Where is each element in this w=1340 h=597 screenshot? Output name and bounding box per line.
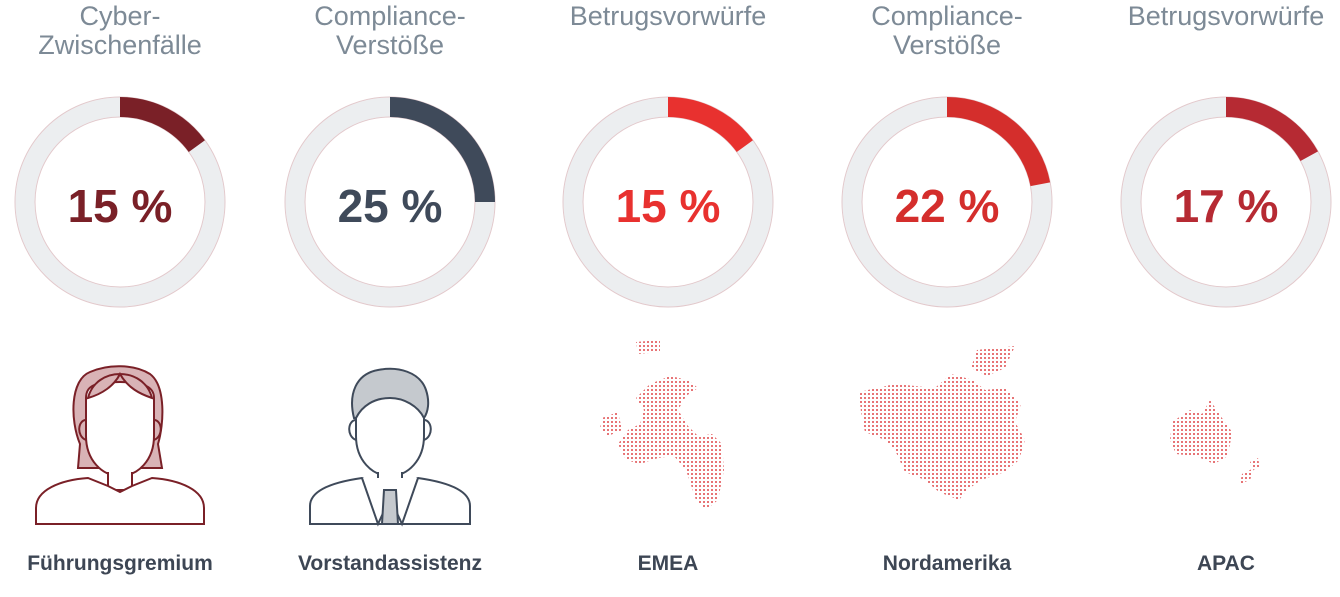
male-assistant-icon (309, 367, 471, 527)
north-america-dot-map (859, 346, 1025, 500)
card-label: APAC (1197, 552, 1255, 575)
percent-value: 17 % (1173, 180, 1279, 232)
ring-value-arc (1225, 97, 1319, 162)
percent-value: 25 % (337, 180, 443, 232)
percent-value: 15 % (615, 180, 721, 232)
stat-card-fuehrungsgremium: Cyber- Zwischenfälle 15 % Führungsgremiu… (0, 0, 240, 597)
percent-value: 22 % (894, 180, 1000, 232)
card-title: Compliance- Verstöße (871, 1, 1023, 60)
card-label: Führungsgremium (27, 552, 213, 575)
card-title: Compliance- Verstöße (314, 1, 466, 60)
percent-ring (562, 96, 774, 308)
stat-card-emea: Betrugsvorwürfe 15 % EMEA (548, 0, 788, 597)
female-executive-icon (35, 365, 205, 525)
ring-value-arc (389, 97, 495, 203)
apac-dot-map (1170, 400, 1260, 484)
ring-value-arc (946, 97, 1051, 187)
card-title: Cyber- Zwischenfälle (38, 1, 202, 60)
percent-ring (1120, 96, 1332, 308)
percent-ring (841, 96, 1053, 308)
stat-card-nordamerika: Compliance- Verstöße 22 % Nordamerika (827, 0, 1067, 597)
stat-card-vorstandassistenz: Compliance- Verstöße 25 % Vorstandassist… (270, 0, 510, 597)
stat-card-apac: Betrugsvorwürfe 17 % APAC (1106, 0, 1340, 597)
card-label: EMEA (637, 552, 699, 575)
percent-ring (14, 96, 226, 308)
card-title: Betrugsvorwürfe (569, 1, 767, 31)
card-title: Betrugsvorwürfe (1127, 1, 1325, 31)
percent-value: 15 % (67, 180, 173, 232)
card-label: Vorstandassistenz (297, 552, 482, 575)
card-label: Nordamerika (882, 552, 1012, 575)
ring-value-arc (667, 97, 753, 153)
percent-ring (284, 96, 496, 308)
ring-value-arc (119, 97, 205, 153)
emea-dot-map (600, 340, 724, 510)
